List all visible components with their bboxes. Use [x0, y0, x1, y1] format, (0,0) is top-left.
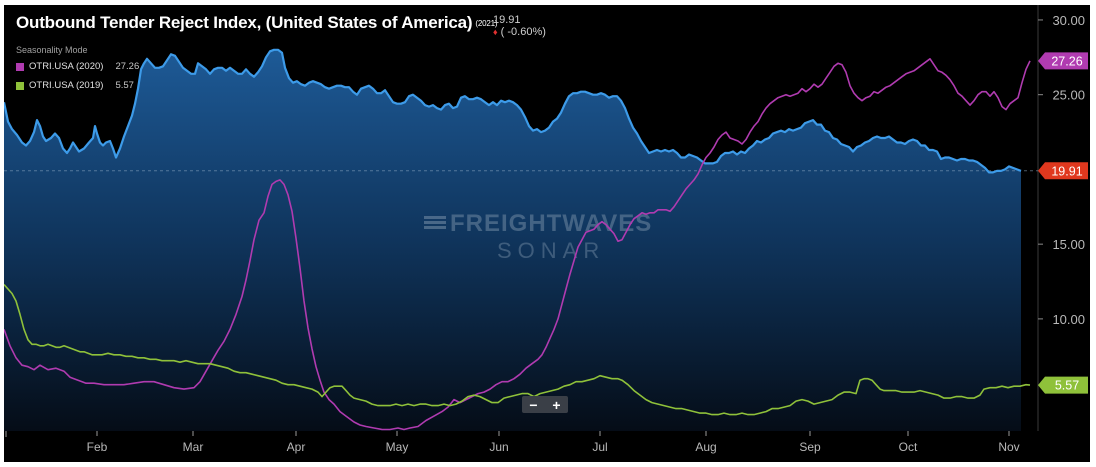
legend-value-2020: 27.26	[115, 61, 140, 72]
x-tick-label: Feb	[87, 440, 108, 454]
x-tick-label: Jul	[592, 440, 607, 454]
value-badge-label: 27.26	[1051, 54, 1082, 68]
value-badge	[1038, 52, 1088, 70]
chart-frame: FREIGHTWAVES SONAR Feb Mar Apr May Jun Jul Aug…	[4, 5, 1090, 462]
legend-item-2020[interactable]: OTRI.USA (2020) 27.26	[16, 61, 139, 72]
diamond-down-icon: ♦	[493, 27, 498, 37]
x-tick-label: Sep	[799, 440, 821, 454]
series-line-0	[4, 48, 1022, 174]
value-badge-label: 5.57	[1055, 379, 1079, 393]
legend-label-2020: OTRI.USA (2020)	[29, 61, 104, 72]
x-tick-label: Jun	[489, 440, 508, 454]
legend-value-2019: 5.57	[115, 80, 134, 91]
watermark-line1: FREIGHTWAVES	[450, 210, 652, 237]
title-year: (2021)	[475, 19, 498, 28]
change-row: ♦ ( -0.60%)	[493, 26, 546, 38]
y-tick-label: 25.00	[1052, 88, 1085, 103]
seasonality-mode-label: Seasonality Mode	[16, 45, 88, 55]
y-tick-label: 15.00	[1052, 237, 1085, 252]
x-tick-label: Aug	[695, 440, 716, 454]
value-badge	[1038, 162, 1088, 180]
x-tick-label: Apr	[287, 440, 306, 454]
series-line-2	[4, 283, 1031, 416]
watermark: FREIGHTWAVES SONAR	[424, 210, 652, 263]
legend-label-2019: OTRI.USA (2019)	[29, 80, 104, 91]
zoom-control: − +	[522, 396, 568, 413]
watermark-line2: SONAR	[497, 238, 605, 263]
legend-swatch-2019	[16, 81, 24, 90]
title-text: Outbound Tender Reject Index, (United St…	[16, 13, 473, 32]
value-badge	[1038, 376, 1088, 394]
x-tick-label: Mar	[183, 440, 204, 454]
zoom-out-button[interactable]: −	[529, 396, 538, 413]
change-value: ( -0.60%)	[500, 26, 546, 38]
freightwaves-logo-icon	[424, 216, 446, 229]
y-tick-label: 10.00	[1052, 312, 1085, 327]
y-tick-label: 30.00	[1052, 13, 1085, 28]
zoom-in-button[interactable]: +	[552, 396, 561, 413]
headline-values: 19.91 ♦ ( -0.60%)	[493, 14, 546, 38]
chart-title: Outbound Tender Reject Index, (United St…	[16, 13, 497, 33]
x-tick-label: Oct	[899, 440, 918, 454]
x-tick-label: Nov	[998, 440, 1019, 454]
value-badge-label: 19.91	[1051, 164, 1082, 178]
chart-canvas: FREIGHTWAVES SONAR Feb Mar Apr May Jun Jul Aug…	[4, 5, 1088, 454]
current-value: 19.91	[493, 14, 521, 26]
series-area-0	[4, 49, 1021, 432]
legend-swatch-2020	[16, 62, 24, 71]
x-tick-label: May	[386, 440, 409, 454]
series-line-1	[4, 58, 1031, 431]
legend-item-2019[interactable]: OTRI.USA (2019) 5.57	[16, 80, 134, 91]
